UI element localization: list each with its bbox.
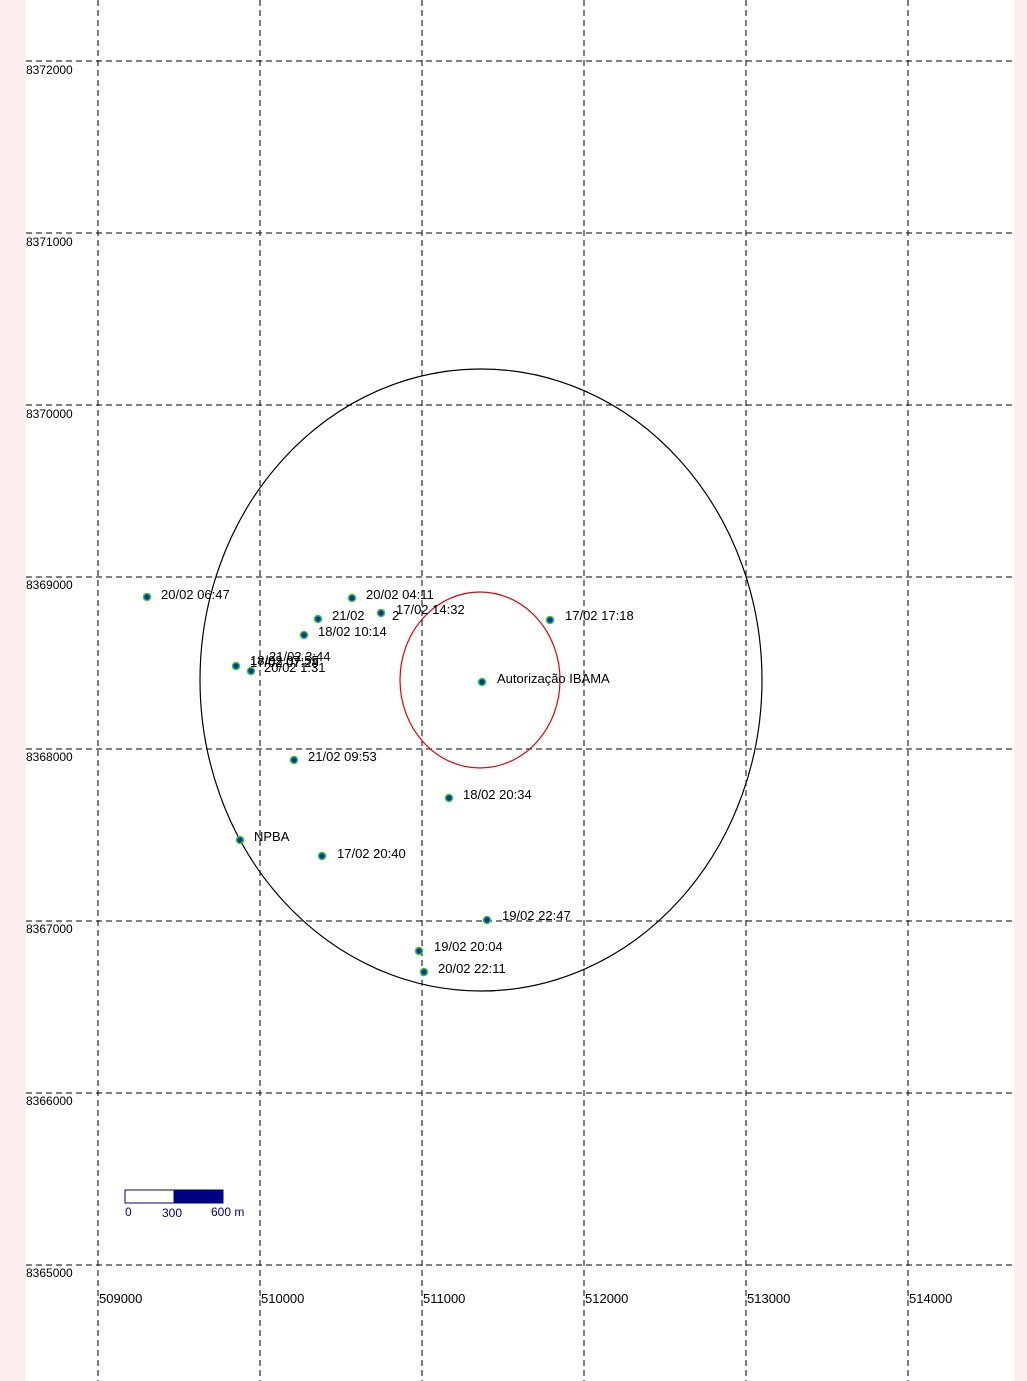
map-point[interactable]: NPBA — [235, 829, 290, 845]
scale-bar-label-0: 0 — [125, 1205, 132, 1219]
point-label: 18/02 10:14 — [318, 624, 387, 639]
y-tick-label: 8365000 — [26, 1266, 73, 1280]
map-point[interactable]: 19/02 20:04 — [414, 939, 503, 956]
scale-bar-label-300: 300 — [162, 1206, 182, 1220]
point-label: 18/02 20:34 — [463, 787, 532, 802]
point-label: 20/02 22:11 — [438, 961, 506, 976]
sighting-points: 20/02 06:47 20/02 04:11 21/02 2 17/02 14… — [142, 587, 634, 977]
radius-circle — [199, 368, 763, 992]
point-label: 19/02 22:47 — [502, 908, 571, 923]
map-point[interactable]: 20/02 06:47 — [142, 587, 230, 602]
x-tick-label: 513000 — [747, 1291, 790, 1306]
point-label: 19/02 20:04 — [434, 939, 503, 954]
map-point[interactable]: 20/02 22:11 — [419, 961, 506, 977]
scale-bar-white-segment — [124, 1189, 175, 1204]
point-label: 17/02 14:32 — [396, 602, 465, 617]
map-point[interactable]: 17/02 17:18 — [545, 608, 634, 625]
map-point[interactable]: 17/02 20:40 — [317, 846, 406, 861]
map-point[interactable]: 2 17/02 14:32 — [376, 602, 465, 623]
point-label: 18/02 07:55 — [250, 653, 319, 668]
point-label: 20/02 04:11 — [366, 587, 434, 602]
y-tick-label: 8366000 — [26, 1094, 73, 1108]
x-axis-labels: 509000 510000 511000 512000 513000 51400… — [99, 1291, 952, 1306]
map-point-cluster[interactable]: 21/02 3:44 17/02 07:28 18/02 07:55 20/02… — [231, 649, 331, 676]
scale-bar-blue-segment — [173, 1189, 224, 1204]
authorization-ellipse — [399, 591, 561, 769]
point-label: NPBA — [254, 829, 290, 844]
x-tick-label: 514000 — [909, 1291, 952, 1306]
map-canvas[interactable]: 8372000 8371000 8370000 8369000 8368000 … — [26, 0, 1014, 1381]
point-label: 20/02 1:31 — [264, 660, 325, 675]
y-tick-label: 8367000 — [26, 922, 73, 936]
map-point[interactable]: 20/02 04:11 — [347, 587, 434, 603]
x-tick-label: 509000 — [99, 1291, 142, 1306]
y-tick-label: 8370000 — [26, 407, 73, 421]
point-label: 21/02 3:44 — [269, 649, 330, 664]
map-point[interactable]: 18/02 10:14 — [299, 624, 387, 640]
point-label: 17/02 17:18 — [565, 608, 634, 623]
x-tick-label: 510000 — [261, 1291, 304, 1306]
point-label: 17/02 07:28 — [250, 655, 319, 670]
y-tick-label: 8372000 — [26, 63, 73, 77]
scale-bar: 0 300 600 m — [124, 1189, 244, 1220]
y-tick-label: 8371000 — [26, 235, 73, 249]
y-tick-label: 8368000 — [26, 750, 73, 764]
x-tick-label: 511000 — [423, 1291, 465, 1306]
point-label: 17/02 20:40 — [337, 846, 406, 861]
map-point[interactable]: 21/02 — [313, 608, 365, 624]
point-label: 2 — [392, 608, 399, 623]
point-label: 21/02 09:53 — [308, 749, 377, 764]
point-label: Autorização IBAMA — [497, 671, 610, 686]
map-point[interactable]: 21/02 09:53 — [289, 749, 377, 765]
y-axis-labels: 8372000 8371000 8370000 8369000 8368000 … — [26, 63, 73, 1280]
map-panel: 8372000 8371000 8370000 8369000 8368000 … — [26, 0, 1014, 1381]
point-label: 20/02 06:47 — [161, 587, 230, 602]
map-point[interactable]: 19/02 22:47 — [482, 908, 571, 925]
x-tick-label: 512000 — [585, 1291, 628, 1306]
map-point[interactable]: Autorização IBAMA — [477, 671, 611, 687]
map-point[interactable]: 18/02 20:34 — [444, 787, 532, 803]
grid — [26, 0, 1014, 1381]
point-label: 21/02 — [332, 608, 365, 623]
scale-bar-label-600: 600 m — [211, 1205, 244, 1219]
y-tick-label: 8369000 — [26, 578, 73, 592]
